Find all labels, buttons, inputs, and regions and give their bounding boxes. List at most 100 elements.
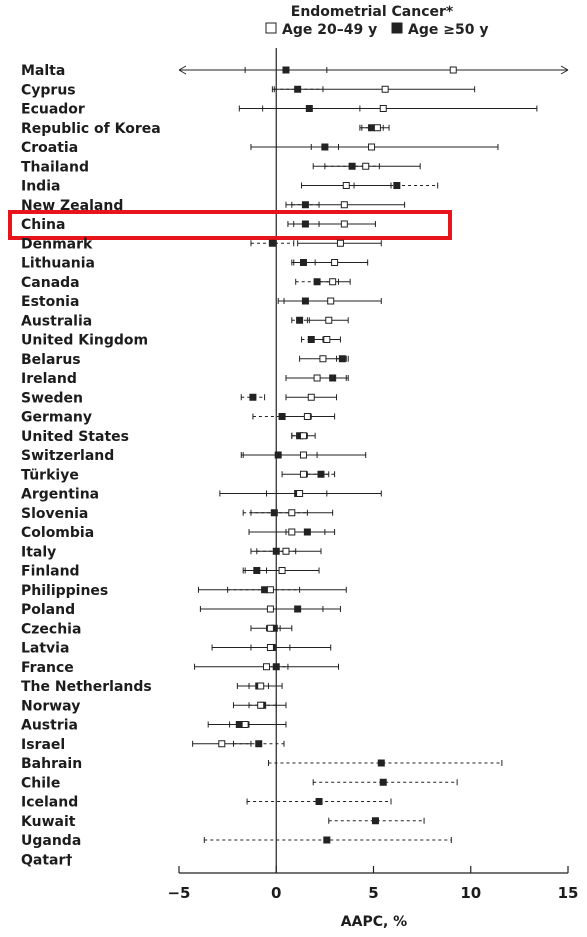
old-point-canada [313, 278, 321, 286]
country-label-new-zealand: New Zealand [21, 198, 123, 214]
old-point-iceland [315, 798, 323, 805]
young-malta-arrow-left [178, 65, 187, 75]
x-axis-title: AAPC, % [341, 914, 407, 930]
old-point-india [393, 182, 401, 189]
young-point-cyprus [381, 85, 389, 93]
old-point-germany [278, 413, 286, 420]
old-point-kuwait [371, 817, 379, 825]
country-label-ireland: Ireland [21, 371, 77, 387]
legend-label-old: Age ≥50 y [408, 22, 488, 38]
young-point-ireland [313, 374, 321, 382]
old-point-poland [294, 605, 302, 613]
young-point-poland [266, 605, 274, 613]
country-label-italy: Italy [21, 544, 56, 560]
x-tick-label: 10 [460, 884, 481, 902]
country-label-philippines: Philippines [21, 583, 108, 599]
old-point-united-kingdom [307, 336, 315, 343]
young-point-lithuania [331, 259, 339, 266]
country-label-estonia: Estonia [21, 294, 79, 310]
x-axis: −5 0 5 10 15 [167, 866, 578, 902]
young-point-norway [257, 701, 265, 709]
old-point-t-rkiye [317, 470, 325, 478]
young-point-czechia [266, 624, 274, 632]
old-point-belarus [338, 355, 346, 363]
x-tick-label: −5 [167, 884, 190, 902]
country-labels: Malta Cyprus Ecuador Republic of Korea Croat… [21, 63, 161, 868]
young-point-malta [449, 66, 457, 74]
young-point-finland [278, 567, 286, 574]
old-point-bahrain [377, 759, 385, 767]
young-point-china [340, 220, 348, 228]
old-point-uganda [323, 836, 331, 844]
young-point-australia [325, 316, 333, 324]
country-label-argentina: Argentina [21, 487, 99, 503]
old-point-switzerland [274, 451, 282, 459]
old-point-israel [255, 740, 263, 748]
legend-label-young: Age 20–49 y [282, 22, 377, 38]
old-point-austria [235, 721, 243, 728]
young-point-estonia [327, 297, 335, 305]
young-point-ecuador [379, 105, 387, 112]
country-label-thailand: Thailand [21, 159, 89, 175]
old-point-new-zealand [301, 201, 309, 209]
old-point-colombia [303, 528, 311, 536]
legend-filled-square-marker [391, 22, 403, 34]
country-label-bahrain: Bahrain [21, 756, 82, 772]
country-label-germany: Germany [21, 410, 92, 426]
x-tick-label: 5 [368, 884, 378, 902]
country-label-canada: Canada [21, 275, 80, 291]
young-malta-arrow-right [560, 65, 569, 75]
country-label-sweden: Sweden [21, 390, 83, 406]
young-point-switzerland [299, 451, 307, 459]
old-point-china [301, 220, 309, 228]
country-label-finland: Finland [21, 564, 80, 580]
country-label-china: China [21, 217, 65, 233]
country-label-slovenia: Slovenia [21, 506, 88, 522]
young-point-united-states [299, 432, 307, 440]
old-point-ireland [329, 374, 337, 382]
country-label-belarus: Belarus [21, 352, 81, 368]
old-point-france [272, 663, 280, 671]
country-label-iceland: Iceland [21, 795, 78, 811]
country-label-norway: Norway [21, 698, 80, 714]
country-label-lithuania: Lithuania [21, 256, 95, 272]
country-label-poland: Poland [21, 602, 75, 618]
country-label-denmark: Denmark [21, 236, 93, 252]
country-label-india: India [21, 179, 60, 195]
young-point-india [342, 182, 350, 189]
young-point-argentina [296, 490, 304, 497]
old-point-denmark [268, 239, 276, 247]
young-point-croatia [368, 143, 376, 151]
country-label-latvia: Latvia [21, 641, 69, 657]
young-point-israel [218, 740, 226, 748]
country-label-uganda: Uganda [21, 833, 81, 849]
country-label-kuwait: Kuwait [21, 814, 76, 830]
plot-area [8, 48, 569, 873]
country-label-australia: Australia [21, 313, 92, 329]
country-label-cyprus: Cyprus [21, 82, 76, 98]
young-point-sweden [307, 393, 315, 401]
young-point-united-kingdom [323, 336, 331, 343]
young-point-belarus [319, 355, 327, 363]
x-tick-label: 15 [558, 884, 579, 902]
young-point-republic-of-korea [373, 124, 381, 132]
old-point-republic-of-korea [368, 124, 376, 132]
young-point-slovenia [288, 509, 296, 517]
country-label-united-kingdom: United Kingdom [21, 333, 148, 349]
country-label-colombia: Colombia [21, 525, 94, 541]
old-point-cyprus [294, 85, 302, 93]
young-point-france [263, 663, 271, 671]
young-point-thailand [362, 162, 370, 170]
country-label-t-rkiye: Türkiye [21, 467, 79, 483]
young-point-colombia [288, 528, 296, 536]
young-point-germany [303, 413, 311, 420]
x-tick-label: 0 [271, 884, 281, 902]
country-label-israel: Israel [21, 737, 65, 753]
young-point-austria [241, 721, 249, 728]
young-point-italy [282, 547, 290, 555]
country-label-united-states: United States [21, 429, 129, 445]
country-label-france: France [21, 660, 74, 676]
country-label-czechia: Czechia [21, 621, 81, 637]
legend-open-square-marker [265, 22, 277, 34]
